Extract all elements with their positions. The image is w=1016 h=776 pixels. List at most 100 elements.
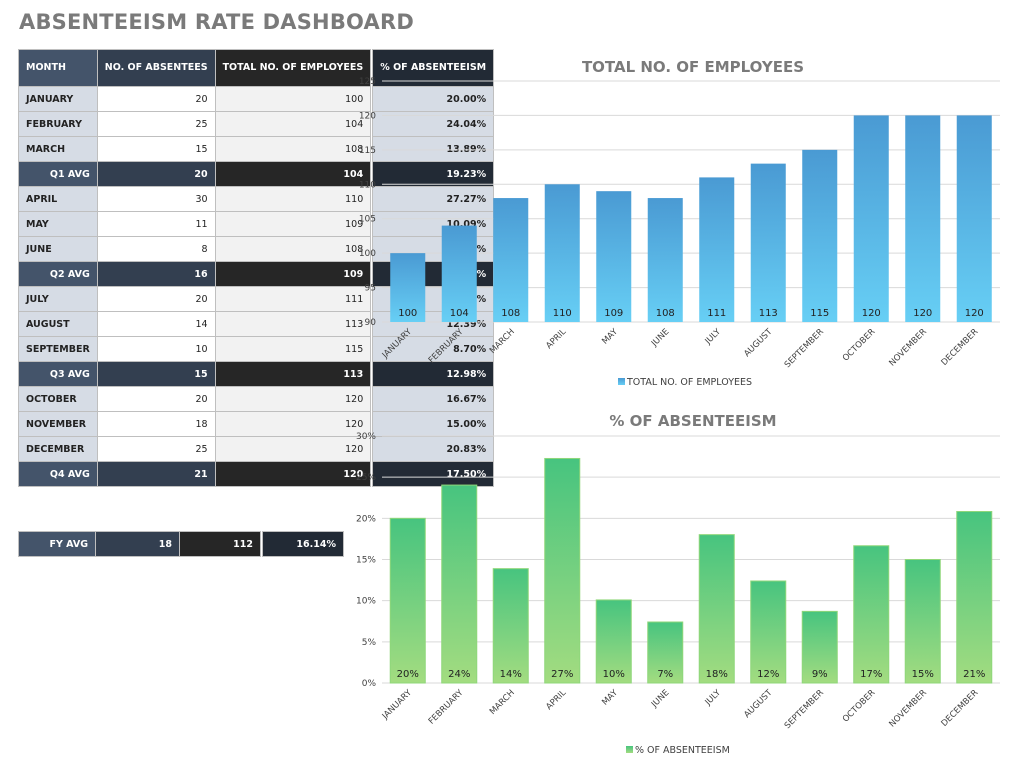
employees-cell: 113 [214,361,374,387]
bar [853,545,890,684]
data-label: 110 [553,308,572,319]
percent-cell: 12.98% [371,361,495,387]
percent-cell: 20.00% [371,86,495,112]
bar [441,484,478,684]
absentees-cell: 25 [96,111,216,137]
percent-cell: 13.89% [371,136,495,162]
data-label: 9% [812,669,828,680]
y-tick-label: 120 [359,111,376,121]
bar [698,534,735,684]
y-tick-label: 5% [362,638,377,648]
table-row: MAY 11 109 10.09% [18,211,495,237]
data-label: 27% [551,669,573,680]
month-cell: SEPTEMBER [18,336,98,362]
month-cell: Q2 AVG [18,261,98,287]
employees-cell: 120 [214,461,374,487]
absentees-cell: 8 [96,236,216,262]
x-tick-label: JUNE [649,327,671,349]
legend-label: TOTAL NO. OF EMPLOYEES [626,377,752,388]
x-tick-label: DECEMBER [940,327,981,368]
month-cell: OCTOBER [18,386,98,412]
bar [905,115,941,322]
y-tick-label: 20% [356,514,376,524]
bar [956,510,993,684]
x-tick-label: JANUARY [380,687,415,722]
fy-average-row: FY AVG 18 112 16.14% [18,531,344,557]
y-tick-label: 105 [359,215,376,225]
table-row: JANUARY 20 100 20.00% [18,86,495,112]
absenteeism-chart: % OF ABSENTEEISM 0% 5% 10% 15% 20% 25% 30% 20% JA… [355,405,1015,770]
quarter-average-row: Q3 AVG 15 113 12.98% [18,361,495,387]
table-header-row: MONTH NO. OF ABSENTEES TOTAL NO. OF EMPL… [18,49,495,87]
month-cell: MAY [18,211,98,237]
month-cell: JUNE [18,236,98,262]
absentees-cell: 25 [96,436,216,462]
y-tick-label: 30% [356,432,376,442]
fy-employees: 112 [179,531,263,557]
absenteeism-chart-svg: % OF ABSENTEEISM 0% 5% 10% 15% 20% 25% 30% 20% JA… [356,412,1000,756]
x-tick-label: SEPTEMBER [783,688,826,731]
absentees-cell: 11 [96,211,216,237]
x-tick-label: AUGUST [742,326,775,359]
percent-cell: 15.00% [371,411,495,437]
absentees-cell: 15 [96,136,216,162]
absentees-cell: 16 [96,261,216,287]
data-label: 15% [912,669,934,680]
employees-cell: 109 [214,261,374,287]
x-tick-label: SEPTEMBER [783,327,826,370]
x-tick-label: OCTOBER [841,688,878,725]
bar [492,568,529,684]
absentees-cell: 30 [96,186,216,212]
bar [802,149,838,322]
absentees-cell: 18 [96,411,216,437]
x-tick-label: JULY [703,326,724,347]
fy-absentees: 18 [95,531,180,557]
bar [801,610,838,684]
data-label: 12% [757,669,779,680]
absentees-cell: 21 [96,461,216,487]
employees-cell: 108 [214,236,374,262]
bar [647,198,683,322]
data-label: 17% [860,669,882,680]
legend-swatch [618,378,625,385]
employees-cell: 108 [214,136,374,162]
fy-average-table: FY AVG 18 112 16.14% [18,531,344,557]
employees-cell: 115 [214,336,374,362]
table-row: MARCH 15 108 13.89% [18,136,495,162]
quarter-average-row: Q1 AVG 20 104 19.23% [18,161,495,187]
y-tick-label: 110 [359,180,376,190]
employees-chart: TOTAL NO. OF EMPLOYEES 90 95 100 105 110 115 12… [355,50,1015,395]
percent-cell: 19.23% [371,161,495,187]
employees-cell: 120 [214,386,374,412]
quarter-average-row: Q4 AVG 21 120 17.50% [18,461,495,487]
data-label: 104 [450,308,469,319]
data-label: 108 [656,308,675,319]
y-tick-label: 100 [359,249,376,259]
header-month: MONTH [18,49,98,87]
bar [390,253,426,322]
employees-cell: 104 [214,111,374,137]
x-tick-label: JULY [703,687,724,708]
employees-cell: 120 [214,411,374,437]
data-label: 113 [759,308,778,319]
data-label: 7% [657,669,673,680]
data-label: 109 [604,308,623,319]
employees-chart-svg: TOTAL NO. OF EMPLOYEES 90 95 100 105 110 115 12… [359,58,1000,388]
absentees-cell: 14 [96,311,216,337]
bar [493,198,529,322]
chart-title: TOTAL NO. OF EMPLOYEES [582,58,804,76]
data-label: 24% [448,669,470,680]
x-tick-label: APRIL [544,327,568,351]
data-label: 120 [965,308,984,319]
employees-cell: 111 [214,286,374,312]
employees-cell: 100 [214,86,374,112]
data-label: 108 [501,308,520,319]
header-employees: TOTAL NO. OF EMPLOYEES [214,49,374,87]
x-tick-label: MAY [600,326,620,346]
data-label: 10% [603,669,625,680]
absentees-cell: 20 [96,161,216,187]
employees-cell: 109 [214,211,374,237]
month-cell: DECEMBER [18,436,98,462]
data-label: 100 [398,308,417,319]
data-label: 115 [810,308,829,319]
